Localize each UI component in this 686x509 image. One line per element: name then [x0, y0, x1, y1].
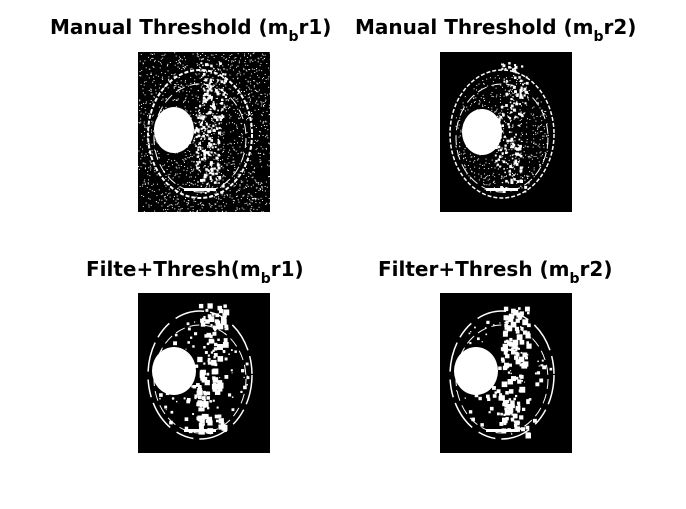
panel-title: Manual Threshold (mbr1): [50, 17, 331, 37]
panel-title: Filter+Thresh (mbr2): [378, 259, 612, 279]
binary-brain-image: [138, 52, 270, 212]
binary-brain-image: [138, 293, 270, 453]
binary-brain-image: [440, 52, 572, 212]
panel-title: Filte+Thresh(mbr1): [86, 259, 304, 279]
binary-brain-image: [440, 293, 572, 453]
panel-title: Manual Threshold (mbr2): [355, 17, 636, 37]
